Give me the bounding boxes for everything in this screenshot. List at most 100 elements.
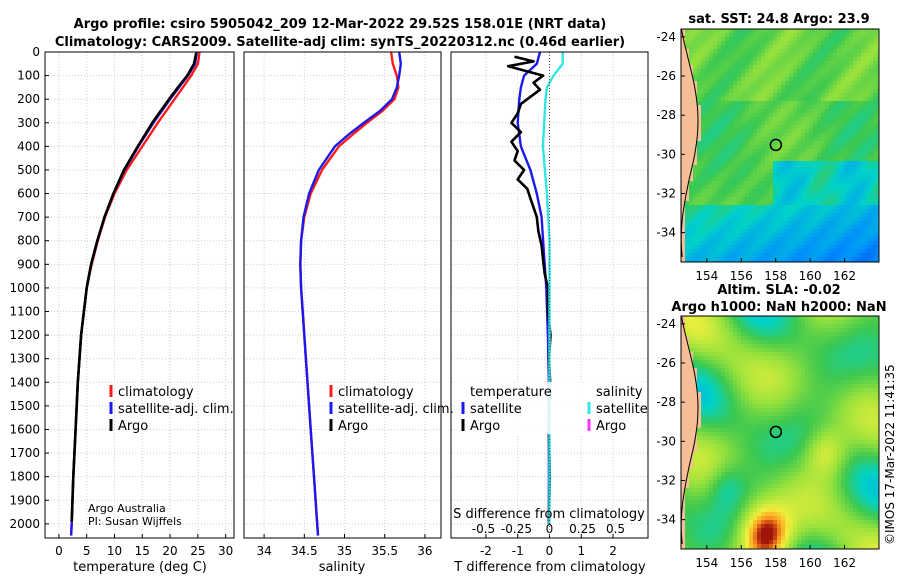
map-cell (781, 69, 785, 73)
map-cell (809, 400, 813, 404)
map-cell (689, 53, 693, 57)
map-cell (809, 396, 813, 400)
map-cell (757, 97, 761, 101)
map-cell (849, 356, 853, 360)
map-cell (809, 41, 813, 45)
map-cell (773, 372, 777, 376)
map-cell (805, 209, 809, 213)
map-cell (817, 101, 821, 105)
map-cell (745, 432, 749, 436)
map-cell (817, 45, 821, 49)
map-cell (733, 85, 737, 89)
map-cell (733, 372, 737, 376)
map-cell (685, 444, 689, 448)
map-y-tick-label: -28 (656, 108, 676, 122)
map-cell (757, 53, 761, 57)
map-cell (865, 233, 869, 237)
map-cell (793, 221, 797, 225)
map-cell (745, 45, 749, 49)
map-cell (809, 456, 813, 460)
map-cell (729, 113, 733, 117)
map-cell (789, 53, 793, 57)
map-cell (861, 69, 865, 73)
map-cell (741, 49, 745, 53)
map-cell (829, 344, 833, 348)
map-cell (689, 101, 693, 105)
map-cell (773, 237, 777, 241)
map-cell (797, 41, 801, 45)
map-cell (729, 177, 733, 181)
map-cell (849, 408, 853, 412)
map-cell (869, 137, 873, 141)
map-cell (793, 113, 797, 117)
map-cell (765, 368, 769, 372)
map-cell (685, 456, 689, 460)
map-cell (793, 233, 797, 237)
map-cell (697, 332, 701, 336)
map-cell (769, 420, 773, 424)
map-cell (845, 133, 849, 137)
map-cell (837, 29, 841, 33)
map-cell (701, 332, 705, 336)
map-cell (873, 197, 877, 201)
map-cell (829, 77, 833, 81)
map-cell (821, 141, 825, 145)
map-cell (777, 376, 781, 380)
map-cell (825, 129, 829, 133)
map-cell (689, 85, 693, 89)
map-cell (725, 348, 729, 352)
map-cell (845, 336, 849, 340)
map-cell (801, 149, 805, 153)
map-cell (817, 348, 821, 352)
map-cell (801, 380, 805, 384)
map-cell (797, 396, 801, 400)
map-cell (725, 93, 729, 97)
map-cell (709, 145, 713, 149)
map-cell (773, 241, 777, 245)
map-cell (693, 185, 697, 189)
map-cell (785, 396, 789, 400)
map-cell (705, 217, 709, 221)
map-cell (833, 316, 837, 320)
map-cell (753, 356, 757, 360)
map-cell (733, 408, 737, 412)
map-cell (741, 404, 745, 408)
map-cell (721, 440, 725, 444)
map-cell (709, 408, 713, 412)
map-cell (813, 448, 817, 452)
map-cell (861, 360, 865, 364)
map-cell (781, 340, 785, 344)
title-line-1: Argo profile: csiro 5905042_209 12-Mar-2… (74, 17, 607, 32)
map-cell (725, 225, 729, 229)
map-cell (853, 380, 857, 384)
map-cell (849, 428, 853, 432)
map-cell (745, 368, 749, 372)
map-cell (737, 73, 741, 77)
map-cell (833, 348, 837, 352)
map-cell (833, 145, 837, 149)
map-cell (773, 61, 777, 65)
map-cell (713, 452, 717, 456)
map-cell (845, 412, 849, 416)
map-cell (841, 412, 845, 416)
map-cell (777, 73, 781, 77)
map-cell (837, 201, 841, 205)
map-cell (721, 388, 725, 392)
map-cell (757, 328, 761, 332)
map-cell (725, 41, 729, 45)
map-cell (705, 149, 709, 153)
map-cell (809, 384, 813, 388)
map-cell (821, 436, 825, 440)
map-cell (733, 189, 737, 193)
map-cell (853, 89, 857, 93)
map-cell (769, 85, 773, 89)
map-cell (845, 57, 849, 61)
map-cell (721, 205, 725, 209)
map-cell (813, 205, 817, 209)
map-cell (861, 320, 865, 324)
map-cell (801, 225, 805, 229)
map-cell (749, 237, 753, 241)
map-cell (709, 412, 713, 416)
map-cell (873, 217, 877, 221)
map-cell (841, 189, 845, 193)
